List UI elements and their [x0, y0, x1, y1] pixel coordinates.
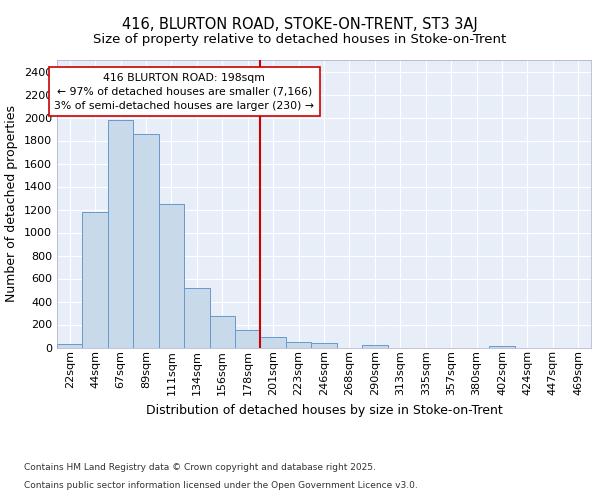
- Bar: [133, 134, 159, 348]
- Bar: [57, 344, 82, 348]
- Bar: [82, 212, 108, 348]
- Text: 416, BLURTON ROAD, STOKE-ON-TRENT, ST3 3AJ: 416, BLURTON ROAD, STOKE-ON-TRENT, ST3 3…: [122, 18, 478, 32]
- Y-axis label: Number of detached properties: Number of detached properties: [5, 106, 19, 302]
- Text: Contains HM Land Registry data © Crown copyright and database right 2025.: Contains HM Land Registry data © Crown c…: [24, 464, 376, 472]
- X-axis label: Distribution of detached houses by size in Stoke-on-Trent: Distribution of detached houses by size …: [146, 404, 502, 416]
- Bar: [209, 316, 235, 348]
- Bar: [260, 337, 286, 347]
- Bar: [108, 120, 133, 348]
- Text: 416 BLURTON ROAD: 198sqm
← 97% of detached houses are smaller (7,166)
3% of semi: 416 BLURTON ROAD: 198sqm ← 97% of detach…: [54, 72, 314, 110]
- Bar: [311, 342, 337, 347]
- Text: Contains public sector information licensed under the Open Government Licence v3: Contains public sector information licen…: [24, 481, 418, 490]
- Bar: [235, 330, 260, 347]
- Bar: [489, 346, 515, 348]
- Bar: [362, 345, 388, 348]
- Bar: [184, 288, 209, 348]
- Text: Size of property relative to detached houses in Stoke-on-Trent: Size of property relative to detached ho…: [94, 32, 506, 46]
- Bar: [286, 342, 311, 347]
- Bar: [159, 204, 184, 348]
